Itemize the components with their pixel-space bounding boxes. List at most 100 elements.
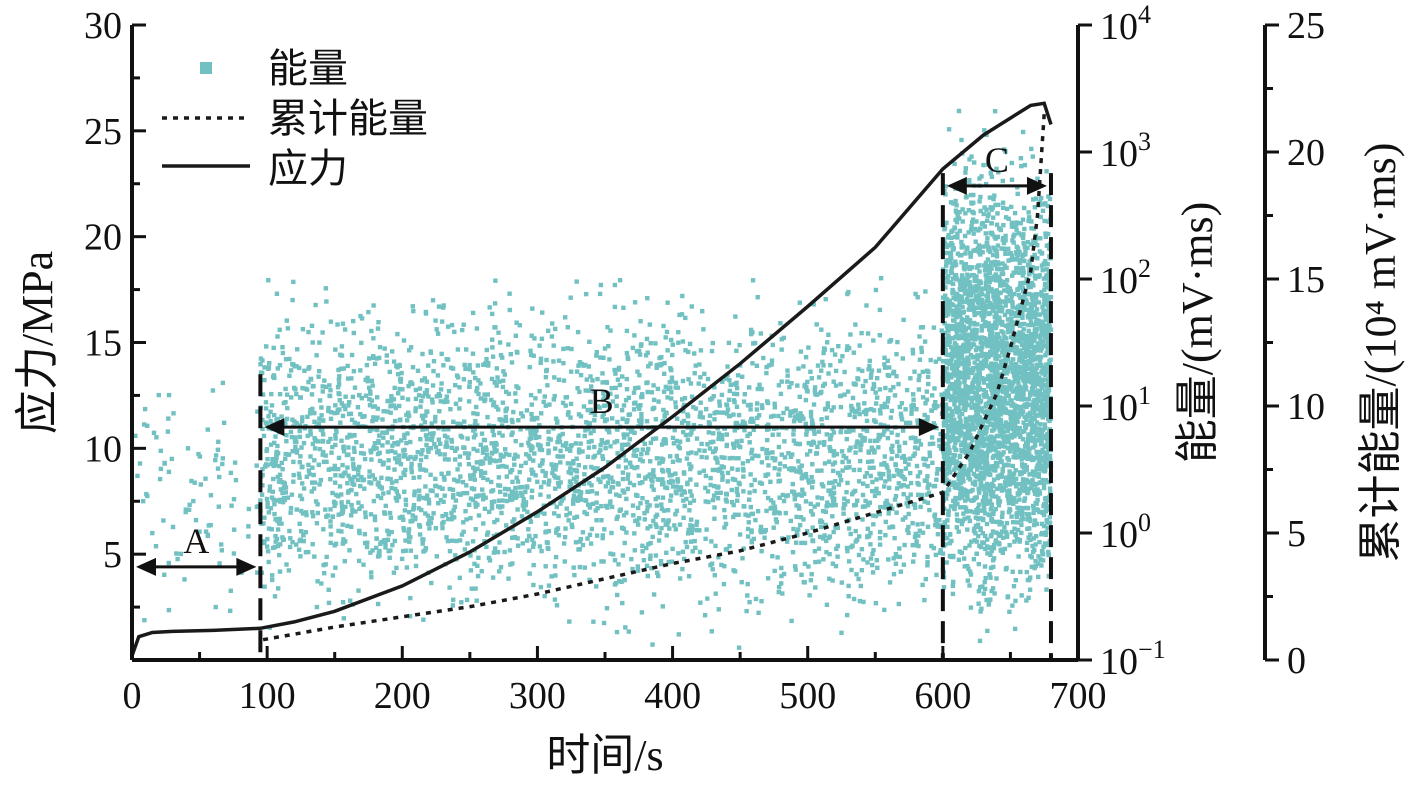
energy-point <box>715 496 721 501</box>
energy-point <box>446 389 452 394</box>
energy-point <box>663 384 668 390</box>
energy-point <box>371 415 376 420</box>
energy-point <box>994 576 999 581</box>
energy-point <box>600 397 606 402</box>
energy-point <box>479 569 484 574</box>
energy-point <box>624 510 629 515</box>
energy-point <box>742 428 747 433</box>
energy-point <box>797 441 803 447</box>
energy-point <box>631 453 636 458</box>
energy-point <box>770 432 775 437</box>
energy-point <box>670 459 676 464</box>
energy-point <box>492 445 497 451</box>
energy-point <box>645 350 650 355</box>
energy-point <box>990 529 996 534</box>
energy-point <box>380 430 385 435</box>
energy-point <box>556 513 561 519</box>
energy-point <box>856 367 861 372</box>
energy-point <box>408 380 413 386</box>
energy-point <box>967 518 973 524</box>
energy-point <box>1022 205 1027 211</box>
energy-point <box>797 300 802 305</box>
energy-point <box>467 384 472 389</box>
energy-point <box>605 325 610 330</box>
energy-point <box>563 315 568 320</box>
energy-point <box>189 478 194 484</box>
energy-point <box>573 540 579 545</box>
energy-point <box>913 505 918 510</box>
energy-point <box>668 454 673 459</box>
energy-point <box>802 382 808 388</box>
energy-point <box>335 322 340 327</box>
energy-point <box>546 528 552 534</box>
energy-point <box>323 384 329 390</box>
energy-point <box>309 392 315 397</box>
energy-point <box>328 540 333 545</box>
energy-point <box>270 458 276 463</box>
energy-point <box>804 385 809 390</box>
energy-point <box>981 162 986 168</box>
energy-point <box>398 379 403 384</box>
energy-point <box>1027 451 1032 456</box>
energy-point <box>632 548 637 553</box>
energy-point <box>800 487 805 492</box>
energy-point <box>592 453 598 459</box>
energy-point <box>491 400 497 405</box>
energy-point <box>507 493 513 498</box>
energy-point <box>927 453 933 459</box>
energy-point <box>911 392 916 397</box>
energy-point <box>650 479 655 484</box>
energy-point <box>877 471 882 476</box>
energy-point <box>294 391 299 397</box>
energy-point <box>803 471 809 477</box>
energy-point <box>561 361 566 366</box>
energy-point <box>659 361 665 367</box>
energy-point <box>320 428 325 433</box>
energy-point <box>306 329 311 335</box>
energy-point <box>729 500 735 505</box>
energy-point <box>377 355 382 361</box>
energy-point <box>1045 262 1050 267</box>
energy-point <box>828 492 833 497</box>
energy-point <box>946 512 951 518</box>
energy-point <box>996 170 1001 175</box>
energy-point <box>648 459 653 464</box>
energy-point <box>336 528 341 534</box>
energy-point <box>453 498 459 503</box>
energy-point <box>504 464 509 470</box>
energy-point <box>527 364 532 370</box>
energy-point <box>981 459 986 465</box>
energy-point <box>797 522 803 528</box>
energy-point <box>1047 520 1053 525</box>
energy-point <box>1032 255 1038 260</box>
energy-point <box>963 170 968 175</box>
energy-point <box>831 405 836 410</box>
energy-point <box>441 499 446 504</box>
energy-point <box>468 473 473 478</box>
energy-point <box>995 243 1001 248</box>
energy-point <box>203 529 209 534</box>
energy-point <box>925 500 931 505</box>
energy-point <box>372 514 378 519</box>
energy-point <box>603 441 608 446</box>
energy-point <box>615 514 620 519</box>
energy-point <box>490 311 495 317</box>
energy-point <box>828 446 833 452</box>
energy-point <box>714 490 719 496</box>
energy-point <box>450 366 456 371</box>
energy-point <box>308 432 313 437</box>
energy-point <box>457 462 462 467</box>
energy-point <box>644 499 650 505</box>
energy-point <box>688 489 693 494</box>
energy-point <box>794 469 799 474</box>
energy-point <box>654 456 660 461</box>
energy-point <box>756 453 761 459</box>
energy-point <box>288 505 294 511</box>
energy-point <box>677 312 682 318</box>
energy-point <box>1007 469 1012 474</box>
energy-point <box>332 503 337 509</box>
energy-point <box>651 405 657 411</box>
energy-point <box>598 448 603 453</box>
energy-point <box>532 451 537 456</box>
energy-point <box>645 573 650 579</box>
